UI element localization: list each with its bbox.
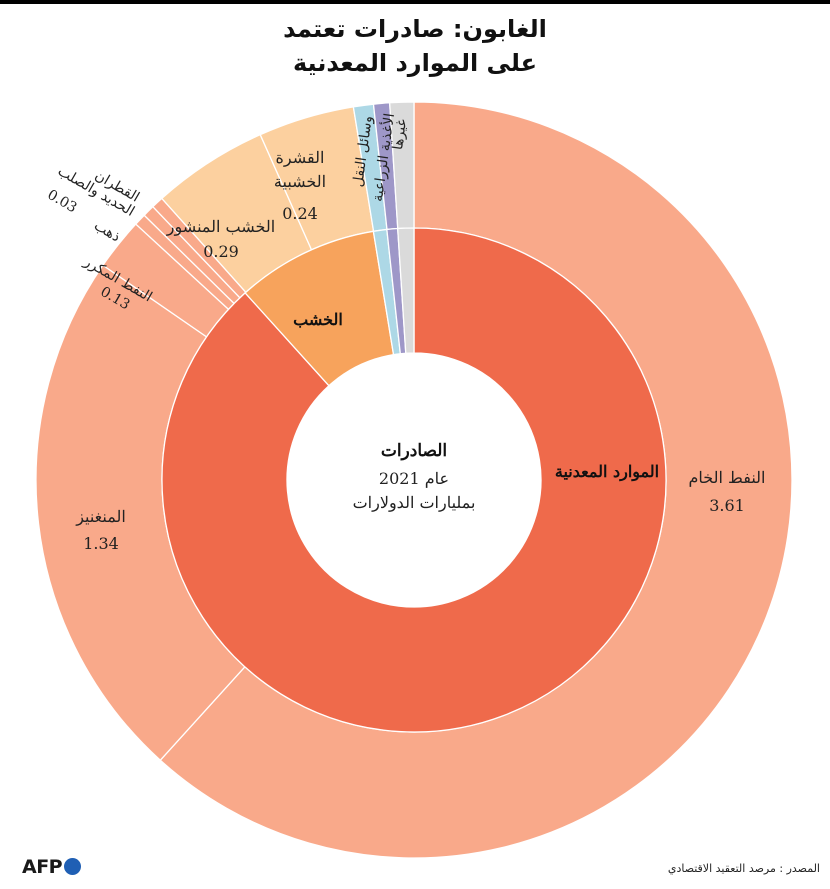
outer-label-gold: ذهب — [91, 218, 123, 246]
source-note: المصدر : مرصد التعقيد الاقتصادي — [667, 862, 820, 875]
afp-logo: AFP — [22, 856, 82, 878]
center-year: عام 2021 — [379, 469, 449, 488]
outer-value-sawn-wood: 0.29 — [203, 242, 239, 261]
afp-logo-text: AFP — [22, 856, 63, 878]
center-title: الصادرات — [381, 441, 447, 461]
afp-logo-dot — [64, 858, 82, 875]
outer-label-veneer-line1: القشرة — [276, 148, 325, 167]
inner-segment-4 — [396, 227, 415, 354]
outer-value-crude-oil: 3.61 — [709, 496, 745, 515]
outer-label-sawn-wood: الخشب المنشور — [166, 217, 275, 236]
outer-value-manganese: 1.34 — [83, 534, 119, 553]
outer-label-veneer-line2: الخشبية — [274, 172, 326, 191]
center-unit: بمليارات الدولارات — [353, 493, 476, 512]
top-border — [0, 0, 830, 4]
outer-value-veneer: 0.24 — [282, 204, 318, 223]
outer-value-iron-steel: 0.03 — [45, 187, 80, 216]
outer-label-other: غيرها — [390, 118, 410, 151]
outer-label-crude-oil: النفط الخام — [689, 468, 766, 487]
chart-title: الغابون: صادرات تعتمد على الموارد المعدن… — [0, 12, 830, 80]
inner-label-wood: الخشب — [293, 310, 343, 329]
outer-label-manganese: المنغنيز — [75, 507, 126, 526]
inner-label-minerals: الموارد المعدنية — [555, 462, 659, 482]
inner-segment-0 — [161, 227, 667, 733]
chart-title-line2: على الموارد المعدنية — [292, 49, 538, 77]
chart-title-line1: الغابون: صادرات تعتمد — [283, 15, 547, 43]
